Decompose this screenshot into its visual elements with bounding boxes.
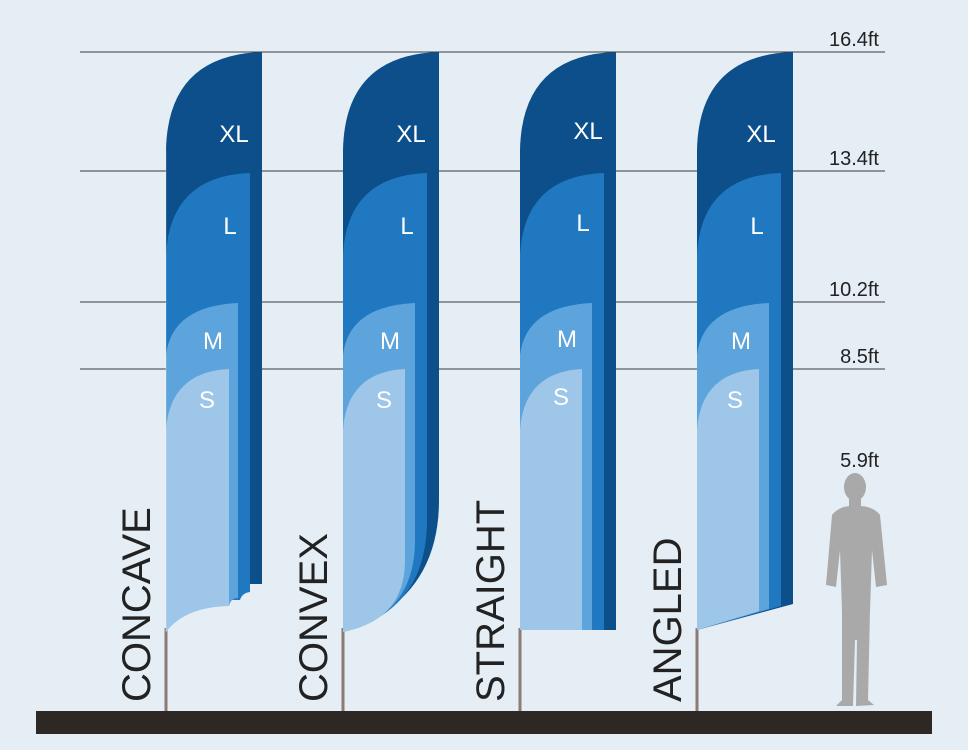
person-head: [844, 473, 866, 501]
flag-straight-s: [520, 369, 582, 630]
person-torso: [826, 505, 887, 612]
height-label-8-5: 8.5ft: [840, 346, 879, 368]
height-label-16-4: 16.4ft: [829, 29, 879, 51]
size-label-m: M: [203, 328, 223, 355]
height-label-10-2: 10.2ft: [829, 279, 879, 301]
height-labels: 16.4ft 13.4ft 10.2ft 8.5ft 5.9ft: [829, 29, 879, 472]
size-label-l: L: [400, 213, 413, 240]
shape-name-straight: STRAIGHT: [469, 500, 513, 702]
person-silhouette: [826, 473, 887, 706]
size-label-s: S: [553, 384, 569, 411]
flag-concave-s: [166, 369, 229, 632]
size-label-s: S: [727, 387, 743, 414]
size-label-s: S: [376, 387, 392, 414]
flag-group-straight: [520, 52, 616, 630]
ground-bar: [36, 711, 932, 734]
flag-group-concave: [165, 52, 262, 632]
shape-names: CONCAVE CONVEX STRAIGHT ANGLED: [115, 500, 690, 702]
person-legs: [836, 610, 874, 706]
poles: [164, 628, 699, 712]
size-labels: XL L M S XL L M S XL L M S XL L M S: [199, 118, 776, 414]
size-label-m: M: [731, 328, 751, 355]
size-label-xl: XL: [219, 121, 248, 148]
size-label-m: M: [380, 328, 400, 355]
size-label-xl: XL: [746, 121, 775, 148]
size-label-m: M: [557, 326, 577, 353]
flag-convex-s: [343, 369, 405, 632]
height-label-5-9: 5.9ft: [840, 450, 879, 472]
size-label-l: L: [576, 210, 589, 237]
size-label-xl: XL: [573, 118, 602, 145]
size-label-l: L: [750, 213, 763, 240]
flag-group-angled: [697, 52, 793, 630]
shape-name-angled: ANGLED: [646, 538, 690, 703]
person-neck: [849, 498, 861, 508]
flag-group-convex: [343, 52, 439, 632]
size-label-s: S: [199, 387, 215, 414]
flag-angled-s: [697, 369, 759, 630]
size-label-xl: XL: [396, 121, 425, 148]
size-label-l: L: [223, 213, 236, 240]
shape-name-concave: CONCAVE: [115, 507, 159, 702]
height-label-13-4: 13.4ft: [829, 148, 879, 170]
shape-name-convex: CONVEX: [292, 533, 336, 702]
